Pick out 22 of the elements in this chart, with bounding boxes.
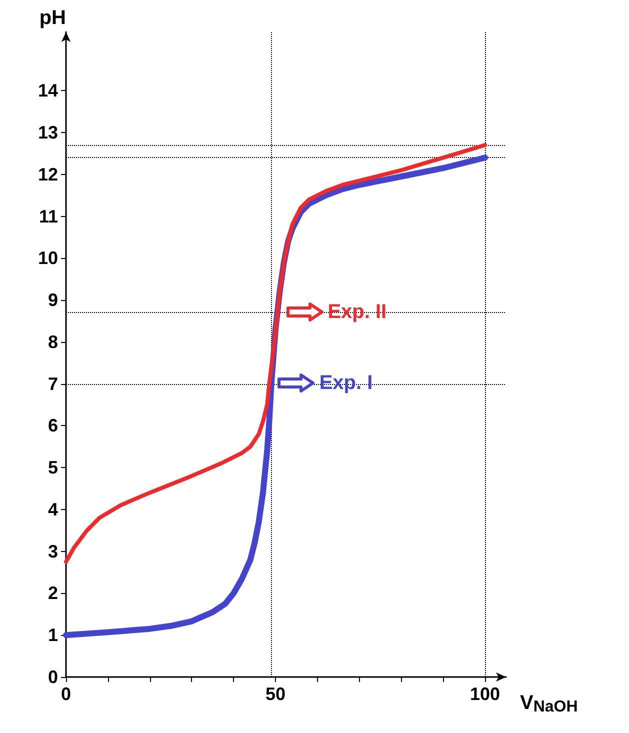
annotation: Exp. II — [328, 300, 387, 324]
y-tick-label: 14 — [38, 80, 58, 101]
y-tick-label: 10 — [38, 248, 58, 268]
y-tick-label: 9 — [48, 290, 58, 310]
annotation: Exp. I — [319, 372, 373, 395]
y-tick-label: 12 — [38, 164, 58, 184]
line-series — [64, 143, 488, 564]
x-tick-label: 100 — [470, 684, 500, 704]
y-tick-label: 5 — [48, 458, 58, 478]
y-tick-label: 6 — [48, 416, 58, 436]
y-tick-label: 0 — [48, 667, 58, 687]
y-tick-label: 2 — [48, 583, 58, 604]
y-tick-label: 3 — [48, 541, 58, 562]
y-tick-label: 13 — [38, 122, 58, 143]
y-axis-title: pH — [39, 7, 66, 29]
y-tick-label: 7 — [48, 374, 58, 394]
x-tick-label: 50 — [266, 684, 286, 704]
y-tick-label: 11 — [38, 206, 58, 226]
x-tick-label: 0 — [60, 684, 72, 704]
y-tick-label: 1 — [48, 625, 58, 646]
y-tick-label: 8 — [48, 332, 58, 352]
y-tick-label: 4 — [48, 499, 58, 520]
